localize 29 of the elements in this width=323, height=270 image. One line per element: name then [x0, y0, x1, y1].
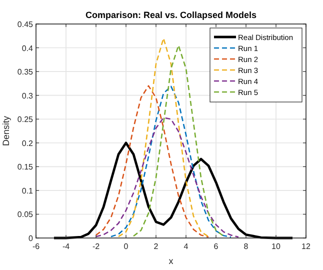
y-tick-label: 0.15 — [17, 162, 34, 172]
line-series — [95, 117, 240, 238]
x-tick-label: -4 — [62, 242, 70, 251]
y-axis-title: Density — [1, 116, 11, 146]
x-tick-label: -6 — [32, 242, 40, 251]
x-tick-label: 2 — [154, 242, 159, 251]
x-tick-label: 4 — [184, 242, 189, 251]
y-tick-label: 0.3 — [22, 91, 34, 100]
y-tick-label: 0.1 — [22, 186, 34, 196]
line-series — [95, 85, 210, 238]
y-tick-label: 0.4 — [22, 44, 34, 53]
line-series — [118, 38, 210, 238]
line-series — [132, 44, 224, 237]
y-tick-label: 0.25 — [17, 115, 34, 124]
y-tick-label: 0.2 — [22, 138, 34, 148]
x-tick-label: 6 — [214, 242, 219, 251]
line-series — [52, 142, 294, 240]
y-tick-label: 0 — [28, 234, 34, 243]
x-tick-label: 8 — [244, 242, 249, 251]
line-series — [110, 86, 232, 238]
y-tick-label: 0.45 — [17, 20, 34, 29]
x-tick-label: 10 — [272, 242, 281, 251]
chart-title: Comparison: Real vs. Collapsed Models — [85, 10, 257, 20]
x-axis-title: x — [168, 256, 174, 266]
x-tick-label: 0 — [124, 242, 129, 251]
x-tick-label: 12 — [302, 242, 311, 251]
x-tick-label: -2 — [92, 242, 100, 251]
y-tick-label: 0.35 — [17, 68, 34, 77]
y-tick-label: 0.05 — [17, 210, 34, 220]
